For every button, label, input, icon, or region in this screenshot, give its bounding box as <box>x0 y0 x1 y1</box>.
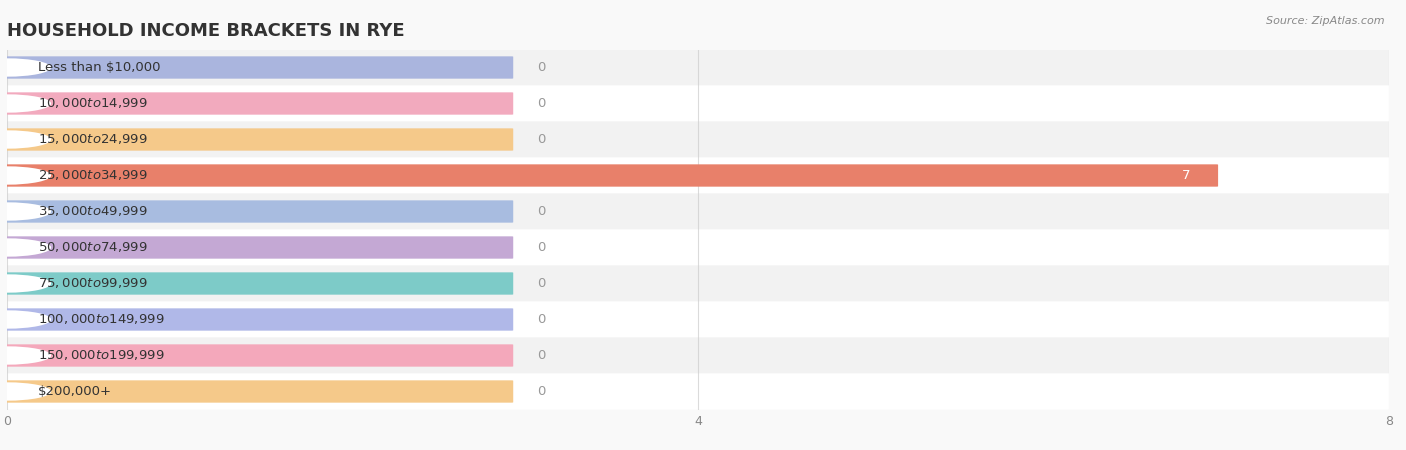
Text: 0: 0 <box>537 97 546 110</box>
Circle shape <box>0 202 51 220</box>
Text: HOUSEHOLD INCOME BRACKETS IN RYE: HOUSEHOLD INCOME BRACKETS IN RYE <box>7 22 405 40</box>
Text: 0: 0 <box>537 61 546 74</box>
Text: 7: 7 <box>1182 169 1191 182</box>
FancyBboxPatch shape <box>6 308 513 331</box>
Text: $15,000 to $24,999: $15,000 to $24,999 <box>38 132 148 147</box>
FancyBboxPatch shape <box>6 92 513 115</box>
Text: $150,000 to $199,999: $150,000 to $199,999 <box>38 348 165 363</box>
Text: $35,000 to $49,999: $35,000 to $49,999 <box>38 204 148 219</box>
Text: $75,000 to $99,999: $75,000 to $99,999 <box>38 276 148 291</box>
Text: 0: 0 <box>537 385 546 398</box>
Text: $25,000 to $34,999: $25,000 to $34,999 <box>38 168 148 183</box>
FancyBboxPatch shape <box>6 56 513 79</box>
Text: 0: 0 <box>537 241 546 254</box>
Circle shape <box>0 238 51 256</box>
Circle shape <box>0 94 51 112</box>
Circle shape <box>0 58 51 76</box>
Text: Source: ZipAtlas.com: Source: ZipAtlas.com <box>1267 16 1385 26</box>
Circle shape <box>0 166 51 184</box>
Circle shape <box>0 130 51 148</box>
Text: $200,000+: $200,000+ <box>38 385 112 398</box>
Text: $10,000 to $14,999: $10,000 to $14,999 <box>38 96 148 111</box>
FancyBboxPatch shape <box>6 236 513 259</box>
Text: 0: 0 <box>537 133 546 146</box>
Circle shape <box>0 346 51 364</box>
FancyBboxPatch shape <box>7 158 1389 194</box>
FancyBboxPatch shape <box>7 302 1389 338</box>
FancyBboxPatch shape <box>6 128 513 151</box>
FancyBboxPatch shape <box>6 344 513 367</box>
Text: $50,000 to $74,999: $50,000 to $74,999 <box>38 240 148 255</box>
Text: 0: 0 <box>537 313 546 326</box>
Circle shape <box>0 382 51 400</box>
FancyBboxPatch shape <box>7 338 1389 374</box>
FancyBboxPatch shape <box>6 272 513 295</box>
FancyBboxPatch shape <box>7 230 1389 266</box>
FancyBboxPatch shape <box>6 200 513 223</box>
FancyBboxPatch shape <box>7 194 1389 230</box>
Text: $100,000 to $149,999: $100,000 to $149,999 <box>38 312 165 327</box>
Text: 0: 0 <box>537 277 546 290</box>
Text: 0: 0 <box>537 349 546 362</box>
Circle shape <box>0 274 51 292</box>
Circle shape <box>0 310 51 328</box>
FancyBboxPatch shape <box>7 50 1389 86</box>
Text: 0: 0 <box>537 205 546 218</box>
FancyBboxPatch shape <box>7 122 1389 158</box>
FancyBboxPatch shape <box>7 374 1389 410</box>
Text: Less than $10,000: Less than $10,000 <box>38 61 160 74</box>
FancyBboxPatch shape <box>6 380 513 403</box>
FancyBboxPatch shape <box>6 164 1218 187</box>
FancyBboxPatch shape <box>7 86 1389 122</box>
FancyBboxPatch shape <box>7 266 1389 302</box>
